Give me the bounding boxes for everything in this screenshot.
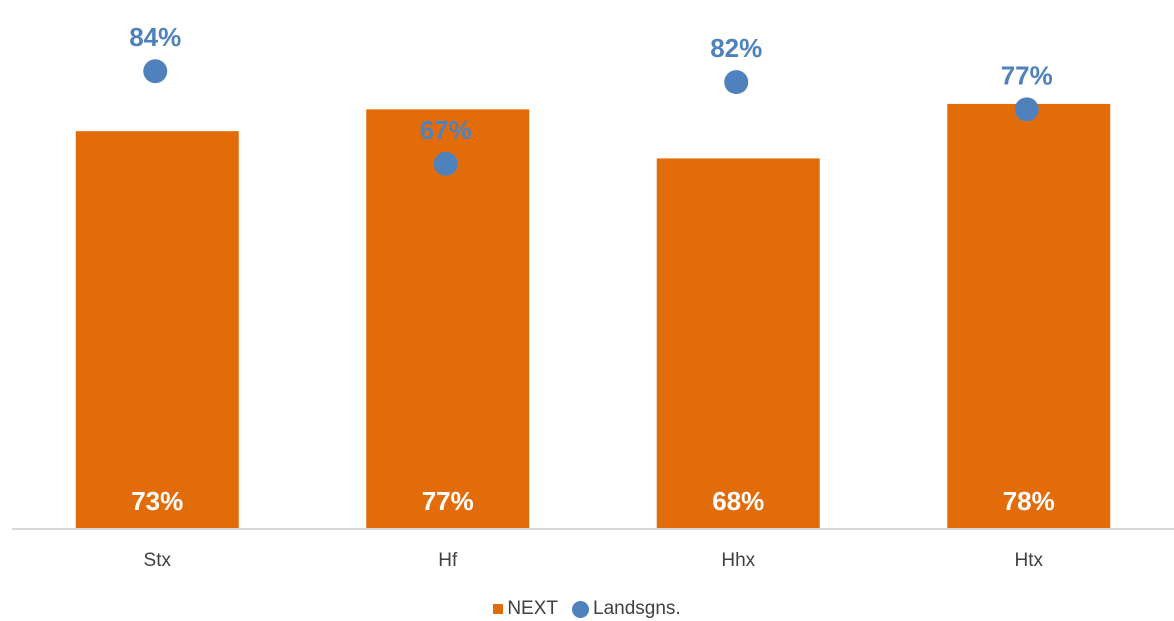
marker-hhx [724,70,749,95]
marker-label-htx: 77% [1001,60,1053,90]
bar-stx [75,131,239,529]
bar-label-hhx: 68% [712,486,764,516]
legend-item-landsgns[interactable]: Landsgns. [572,598,681,620]
legend-next-label: NEXT [507,598,558,619]
marker-label-hf: 67% [420,115,472,145]
marker-label-stx: 84% [129,22,181,52]
marker-label-hhx: 82% [710,33,762,63]
legend-landsgns-label: Landsgns. [593,598,681,619]
legend: NEXT Landsgns. [0,597,1174,621]
bar-hhx [656,158,820,529]
bar-htx [947,103,1111,530]
marker-stx [143,59,168,84]
chart-plot: 73% 77% 68% 78% 84% 67% 82% 77% Stx Hf Hhx Htx [12,22,1174,571]
marker-htx [1014,97,1039,122]
legend-next-swatch [493,604,504,614]
marker-hf [433,151,458,176]
legend-landsgns-swatch [572,600,589,618]
x-tick-label-htx: Htx [1015,550,1044,571]
bar-label-hf: 77% [422,486,474,516]
legend-item-next[interactable]: NEXT [493,598,558,620]
bar-hf [366,109,530,529]
x-tick-label-hhx: Hhx [721,550,755,571]
bar-label-htx: 78% [1003,486,1055,516]
x-tick-label-stx: Stx [144,550,172,571]
x-tick-label-hf: Hf [438,550,458,571]
bar-label-stx: 73% [131,486,183,516]
